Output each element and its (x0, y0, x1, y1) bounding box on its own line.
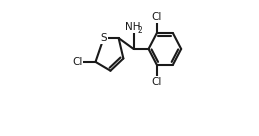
Text: NH: NH (125, 22, 141, 32)
Text: 2: 2 (138, 26, 142, 35)
Text: Cl: Cl (152, 77, 162, 87)
Text: Cl: Cl (72, 57, 82, 67)
Text: Cl: Cl (152, 12, 162, 22)
Text: S: S (100, 33, 107, 43)
